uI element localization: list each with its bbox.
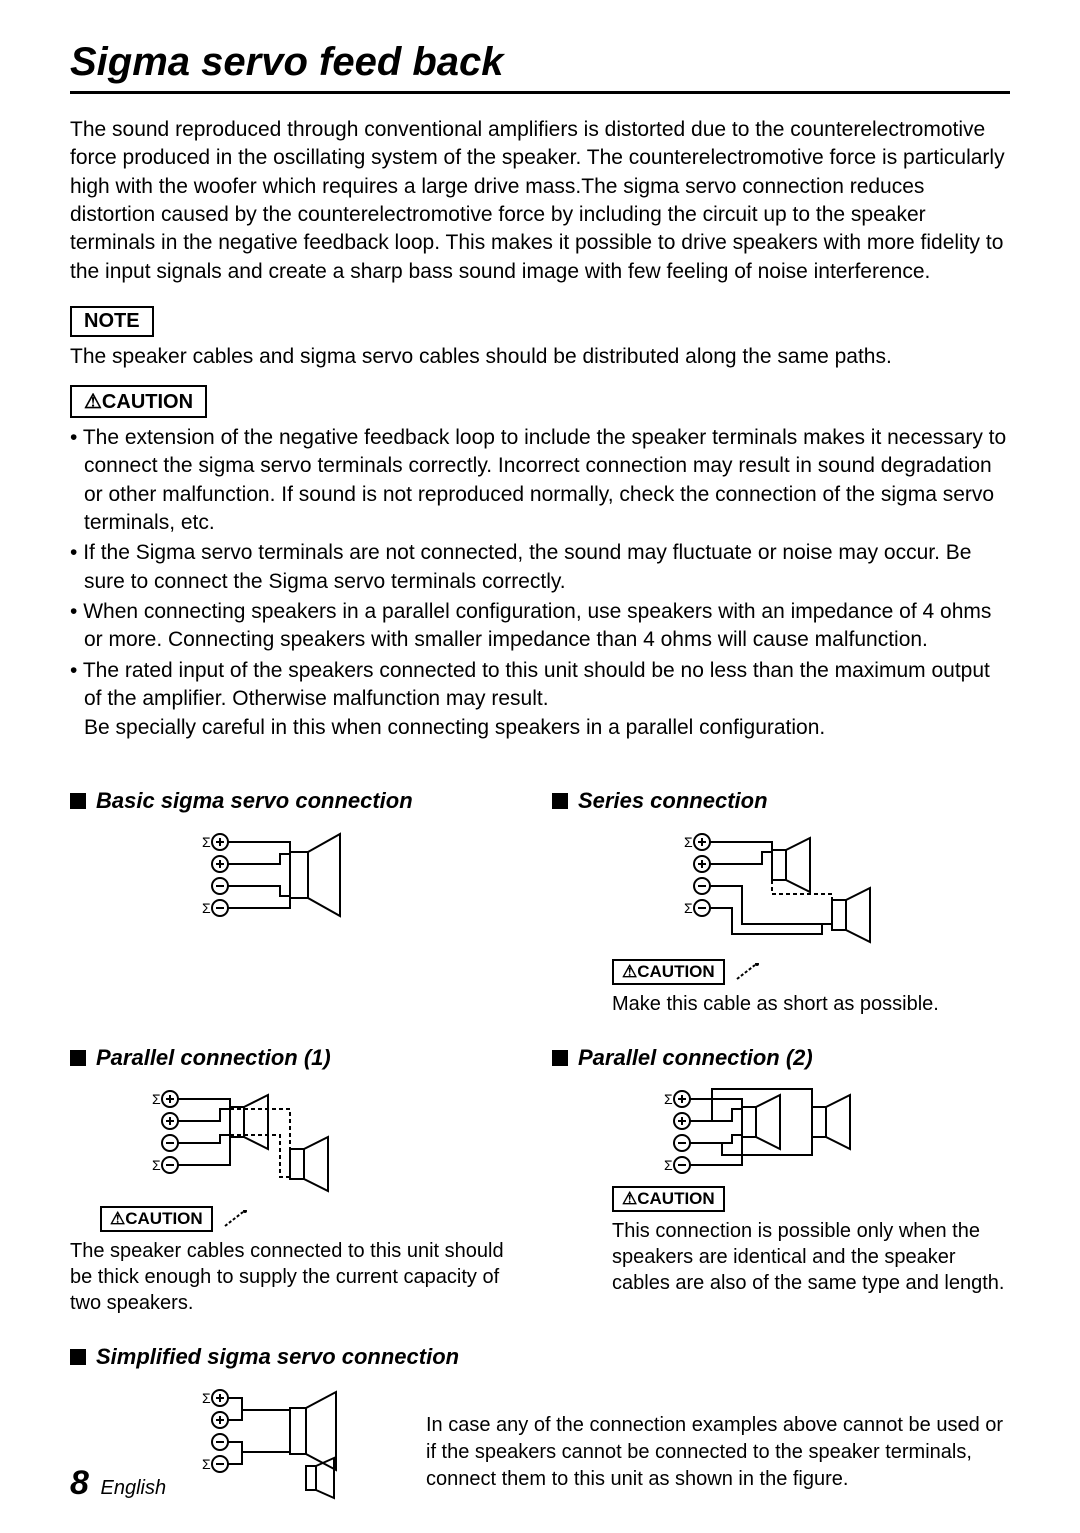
- svg-text:Σ: Σ: [152, 1157, 161, 1173]
- svg-text:Σ: Σ: [684, 834, 693, 850]
- page-title: Sigma servo feed back: [70, 40, 1010, 94]
- diagram-caption: The speaker cables connected to this uni…: [70, 1238, 528, 1316]
- section-simplified: Simplified sigma servo connection Σ Σ: [70, 1344, 1010, 1505]
- square-icon: [552, 793, 568, 809]
- caution-label: ⚠CAUTION: [70, 385, 207, 418]
- intro-text: The sound reproduced through conventiona…: [70, 116, 1010, 286]
- pointer-icon: [735, 963, 763, 981]
- svg-text:Σ: Σ: [664, 1157, 673, 1173]
- svg-text:Σ: Σ: [202, 1390, 211, 1406]
- diagram-parallel2: Σ Σ: [612, 1081, 912, 1181]
- svg-text:Σ: Σ: [664, 1091, 673, 1107]
- pointer-icon: [223, 1210, 251, 1228]
- page-number: 8: [70, 1464, 89, 1502]
- diagram-basic: Σ Σ: [130, 824, 390, 924]
- svg-text:Σ: Σ: [152, 1091, 161, 1107]
- caution-item: When connecting speakers in a parallel c…: [84, 598, 1010, 655]
- page-lang: English: [100, 1477, 166, 1499]
- page-footer: 8 English: [70, 1464, 166, 1503]
- svg-text:Σ: Σ: [202, 834, 211, 850]
- diagram-caption: This connection is possible only when th…: [612, 1218, 1010, 1296]
- section-title: Series connection: [578, 788, 768, 814]
- note-label: NOTE: [70, 306, 154, 337]
- svg-text:Σ: Σ: [684, 900, 693, 916]
- section-series: Series connection Σ Σ: [552, 788, 1010, 1017]
- caution-item: The extension of the negative feedback l…: [84, 424, 1010, 537]
- caution-badge: ⚠CAUTION: [612, 959, 725, 985]
- diagram-simplified: Σ Σ: [130, 1380, 390, 1500]
- square-icon: [70, 793, 86, 809]
- caution-list: The extension of the negative feedback l…: [70, 424, 1010, 742]
- square-icon: [70, 1349, 86, 1365]
- caution-item: The rated input of the speakers connecte…: [84, 657, 1010, 742]
- caution-badge: ⚠CAUTION: [100, 1206, 213, 1232]
- diagram-series: Σ Σ: [612, 824, 932, 954]
- section-title: Basic sigma servo connection: [96, 788, 413, 814]
- diagram-caption: Make this cable as short as possible.: [612, 991, 1010, 1017]
- section-title: Parallel connection (2): [578, 1045, 813, 1071]
- square-icon: [552, 1050, 568, 1066]
- svg-text:Σ: Σ: [202, 1456, 211, 1472]
- note-text: The speaker cables and sigma servo cable…: [70, 345, 1010, 369]
- section-title: Parallel connection (1): [96, 1045, 331, 1071]
- diagram-parallel1: Σ Σ: [100, 1081, 400, 1201]
- section-parallel1: Parallel connection (1) Σ Σ: [70, 1045, 528, 1316]
- caution-badge: ⚠CAUTION: [612, 1186, 725, 1212]
- diagram-caption: In case any of the connection examples a…: [426, 1380, 1010, 1493]
- section-parallel2: Parallel connection (2) Σ Σ: [552, 1045, 1010, 1316]
- square-icon: [70, 1050, 86, 1066]
- section-title: Simplified sigma servo connection: [96, 1344, 459, 1370]
- svg-text:Σ: Σ: [202, 900, 211, 916]
- caution-item: If the Sigma servo terminals are not con…: [84, 539, 1010, 596]
- section-basic: Basic sigma servo connection Σ Σ: [70, 788, 528, 1017]
